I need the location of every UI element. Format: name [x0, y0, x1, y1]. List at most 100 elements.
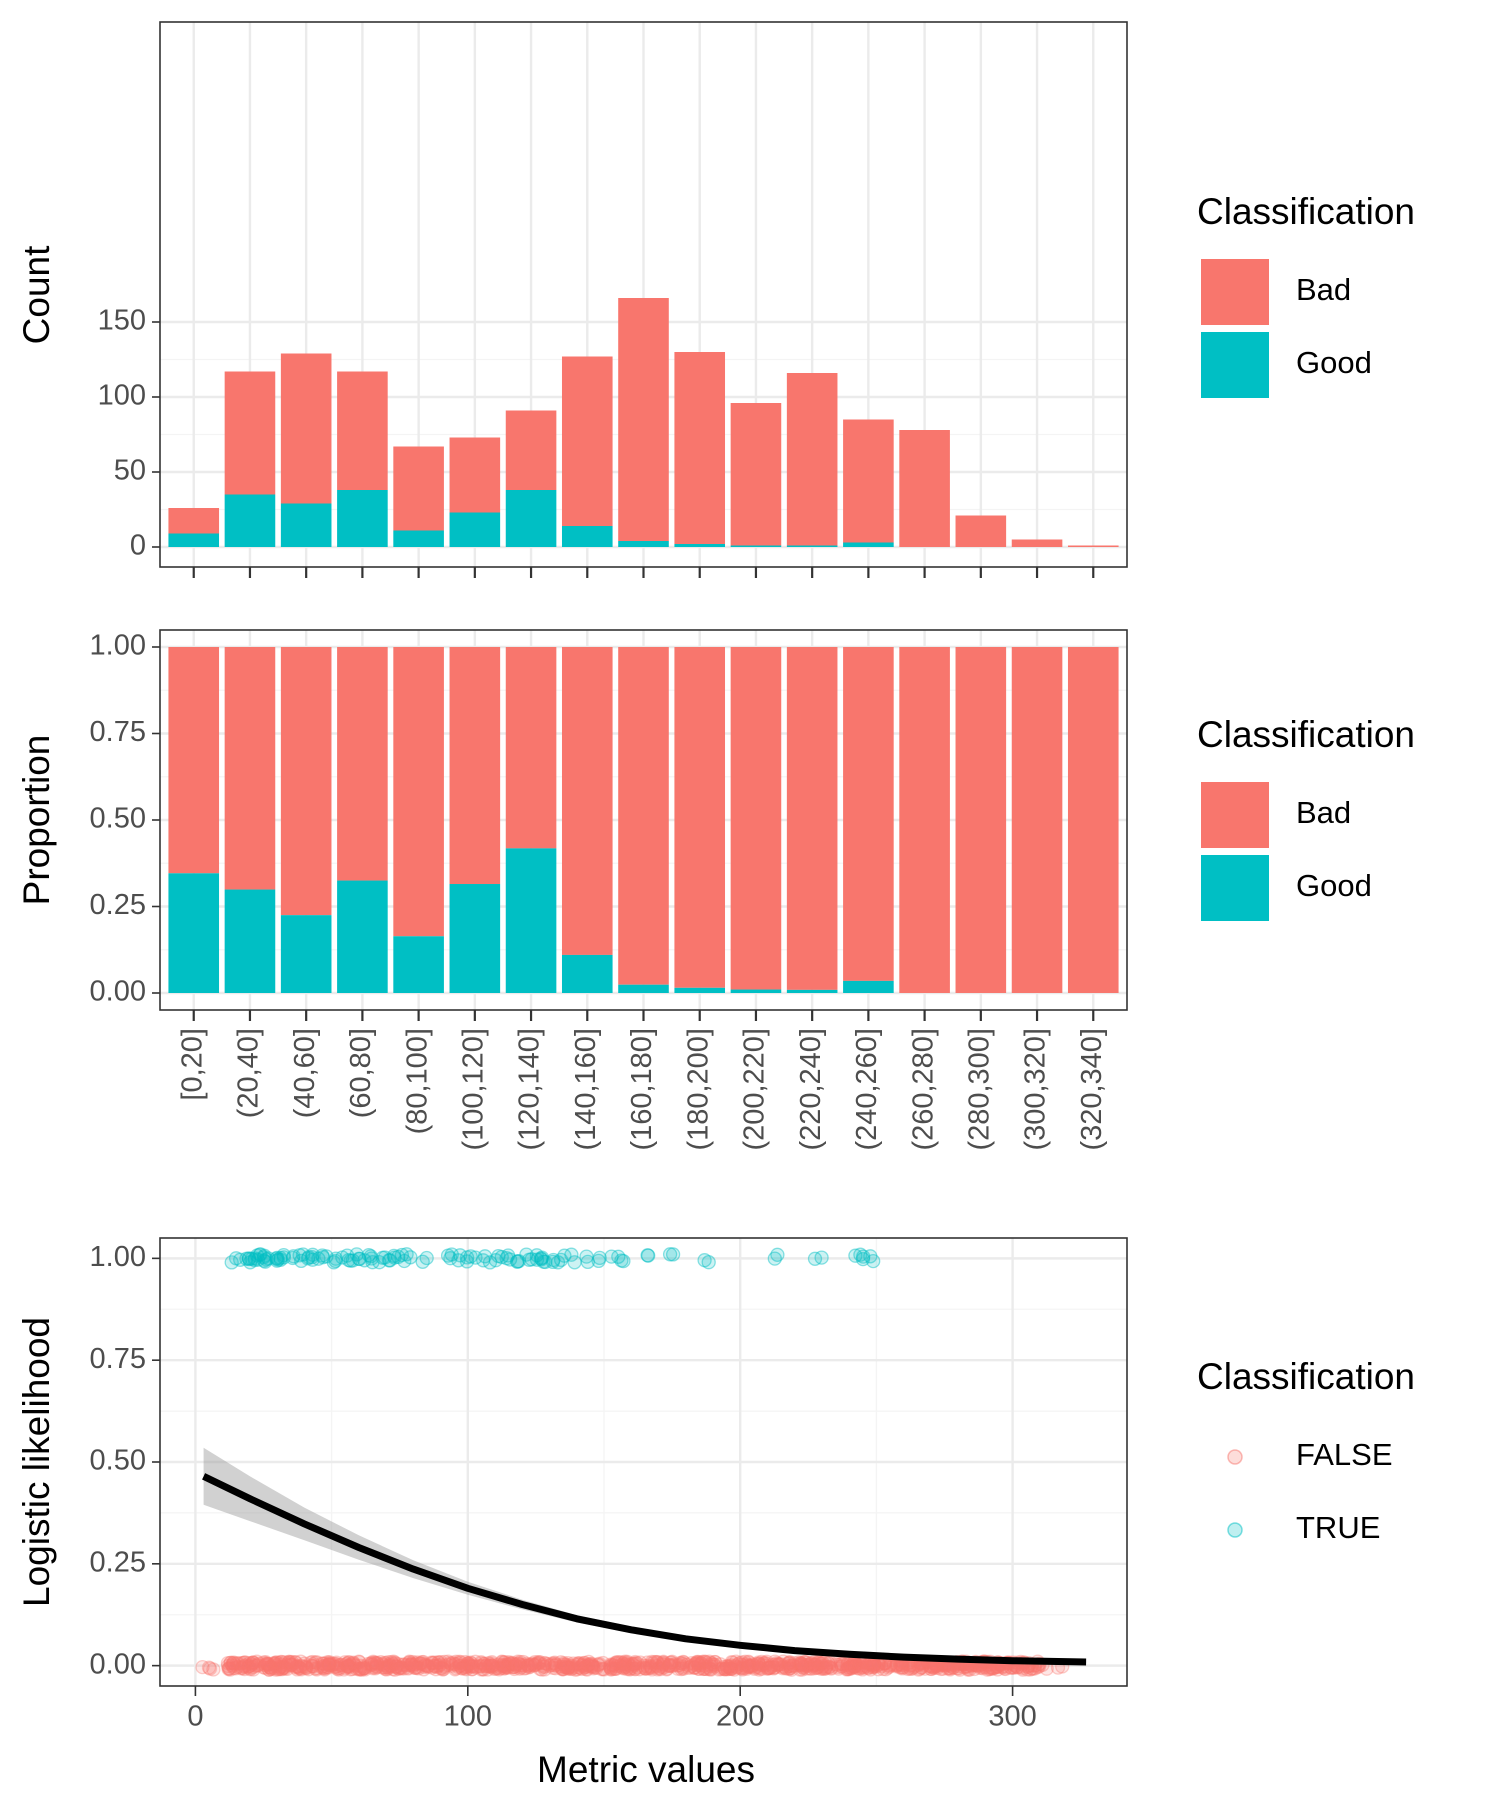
prop-bar-bad-2 — [280, 647, 332, 916]
point-false — [674, 1661, 689, 1677]
point-false — [796, 1660, 811, 1676]
point-false — [676, 1655, 691, 1670]
point-false — [577, 1660, 592, 1675]
point-false — [784, 1662, 799, 1677]
point-false — [713, 1661, 729, 1677]
legend-title: Classification — [1197, 714, 1415, 755]
point-false — [608, 1655, 623, 1670]
point-false — [235, 1661, 250, 1676]
bar-bad-10 — [730, 403, 782, 546]
point-false — [505, 1660, 521, 1675]
legend-title: Classification — [1197, 1356, 1415, 1397]
point-false — [698, 1654, 713, 1670]
point-false — [394, 1660, 409, 1675]
point-false — [383, 1659, 398, 1674]
point-false — [345, 1656, 360, 1671]
point-false — [694, 1656, 709, 1671]
point-false — [511, 1656, 526, 1671]
point-false — [387, 1662, 403, 1677]
point-false — [557, 1657, 572, 1673]
point-false — [403, 1657, 419, 1672]
point-false — [495, 1657, 510, 1672]
point-false — [752, 1660, 767, 1676]
point-false — [242, 1655, 257, 1671]
point-false — [324, 1658, 340, 1673]
point-false — [741, 1654, 756, 1669]
point-false — [652, 1660, 667, 1675]
point-false — [364, 1655, 379, 1671]
point-false — [405, 1654, 420, 1670]
point-false — [610, 1654, 625, 1670]
point-false — [403, 1657, 419, 1672]
point-false — [744, 1658, 759, 1674]
point-false — [689, 1655, 704, 1670]
point-false — [521, 1658, 536, 1673]
point-true — [250, 1252, 266, 1267]
logistic-x-axis-title: Metric values — [537, 1749, 755, 1790]
point-false — [698, 1655, 714, 1670]
point-true — [286, 1249, 301, 1264]
point-false — [281, 1655, 296, 1671]
point-false — [322, 1658, 337, 1673]
point-false — [604, 1657, 620, 1672]
point-false — [353, 1661, 368, 1676]
point-false — [497, 1660, 512, 1676]
point-true — [534, 1250, 550, 1265]
point-false — [895, 1660, 910, 1675]
point-false — [756, 1656, 771, 1671]
point-false — [409, 1655, 425, 1670]
point-true — [244, 1251, 259, 1266]
y-tick-label: 0.75 — [90, 1343, 146, 1375]
bar-bad-13 — [899, 430, 950, 547]
point-false — [902, 1660, 917, 1675]
point-true — [381, 1253, 397, 1268]
point-false — [268, 1656, 283, 1672]
bar-bad-5 — [449, 437, 501, 513]
point-false — [608, 1656, 624, 1671]
point-false — [654, 1659, 669, 1674]
point-false — [369, 1656, 385, 1671]
point-false — [760, 1661, 775, 1676]
point-false — [448, 1654, 464, 1669]
point-false — [794, 1658, 810, 1673]
point-false — [518, 1660, 534, 1676]
point-false — [429, 1658, 444, 1673]
point-true — [863, 1249, 878, 1264]
point-false — [280, 1661, 295, 1677]
point-false — [241, 1659, 256, 1675]
point-false — [320, 1659, 335, 1675]
count-legend: Classification Bad Good — [1197, 191, 1415, 398]
point-false — [230, 1659, 245, 1675]
point-true — [269, 1251, 284, 1266]
point-false — [484, 1658, 500, 1674]
point-false — [724, 1655, 739, 1670]
point-false — [365, 1661, 380, 1676]
point-false — [391, 1657, 406, 1672]
point-false — [351, 1654, 366, 1669]
point-false — [741, 1659, 756, 1674]
point-false — [537, 1659, 552, 1674]
prop-bar-good-0 — [168, 873, 220, 993]
point-false — [379, 1662, 394, 1677]
point-false — [695, 1654, 710, 1670]
point-false — [407, 1660, 422, 1676]
point-true — [386, 1248, 402, 1264]
point-false — [262, 1659, 277, 1674]
point-false — [644, 1656, 660, 1671]
point-false — [279, 1657, 295, 1673]
point-true — [550, 1255, 566, 1270]
point-false — [840, 1661, 855, 1677]
point-false — [490, 1661, 505, 1676]
point-false — [341, 1655, 357, 1670]
point-false — [322, 1656, 337, 1671]
point-true — [546, 1252, 561, 1268]
point-false — [782, 1658, 797, 1674]
point-false — [794, 1658, 809, 1673]
point-false — [750, 1659, 765, 1674]
point-false — [236, 1659, 251, 1674]
point-false — [464, 1656, 479, 1671]
point-false — [707, 1659, 722, 1674]
point-true — [224, 1255, 239, 1270]
point-false — [237, 1659, 252, 1674]
point-false — [301, 1662, 316, 1677]
